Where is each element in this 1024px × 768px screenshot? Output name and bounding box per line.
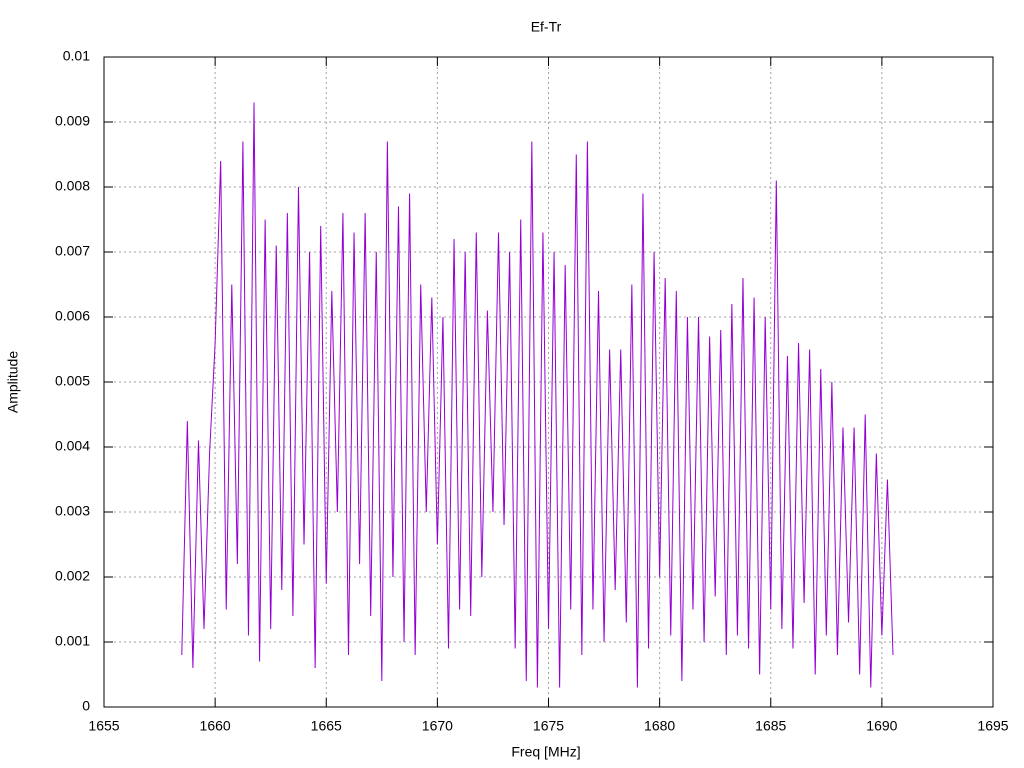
y-tick-label: 0.007 xyxy=(55,243,90,259)
plot-border xyxy=(103,56,994,708)
x-tick-label: 1680 xyxy=(644,718,675,734)
x-tick-label: 1655 xyxy=(88,718,119,734)
x-tick-label: 1660 xyxy=(200,718,231,734)
x-tick-label: 1690 xyxy=(866,718,897,734)
y-tick-label: 0 xyxy=(82,698,90,714)
y-tick-label: 0.008 xyxy=(55,178,90,194)
y-tick-label: 0.009 xyxy=(55,113,90,129)
x-tick-label: 1665 xyxy=(311,718,342,734)
x-tick-label: 1675 xyxy=(533,718,564,734)
y-tick-label: 0.001 xyxy=(55,633,90,649)
y-axis-label: Amplitude xyxy=(5,351,21,413)
y-tick-label: 0.005 xyxy=(55,373,90,389)
y-tick-label: 0.003 xyxy=(55,503,90,519)
x-tick-label: 1685 xyxy=(755,718,786,734)
x-axis-label: Freq [MHz] xyxy=(511,744,580,760)
x-tick-label: 1695 xyxy=(977,718,1008,734)
y-tick-label: 0.004 xyxy=(55,438,90,454)
data-line xyxy=(181,102,894,688)
x-tick-label: 1670 xyxy=(422,718,453,734)
y-tick-label: 0.006 xyxy=(55,308,90,324)
y-tick-label: 0.002 xyxy=(55,568,90,584)
y-tick-label: 0.01 xyxy=(63,48,90,64)
chart-title: Ef-Tr xyxy=(531,19,562,35)
